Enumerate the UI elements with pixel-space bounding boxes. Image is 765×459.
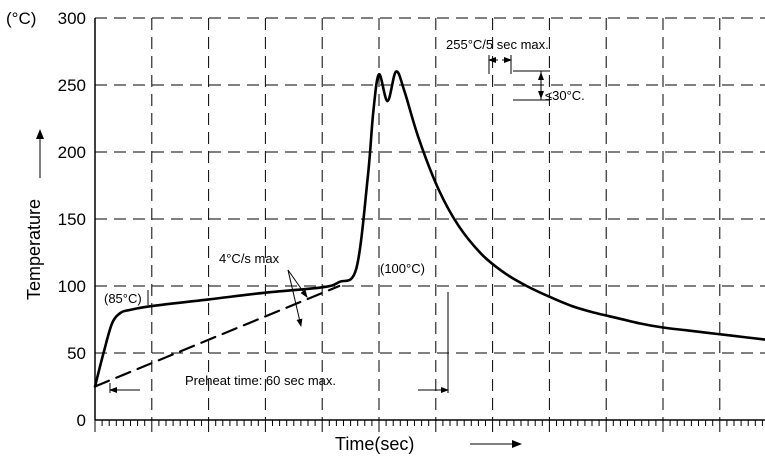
y-tick-label: 0	[77, 411, 86, 430]
y-tick-label: 250	[58, 76, 86, 95]
dashed-series-line	[93, 284, 341, 388]
y-tick-label: 300	[58, 9, 86, 28]
svg-text:255°C/5 sec max.: 255°C/5 sec max.	[446, 37, 549, 52]
y-unit-label: (°C)	[6, 9, 36, 28]
ramp-rate-pointer-dashed	[287, 269, 303, 327]
y-tick-label: 150	[58, 210, 86, 229]
annotation-peak-time: 255°C/5 sec max.	[446, 37, 549, 74]
annotation-ramp-rate: 4°C/s max	[219, 251, 308, 327]
x-axis-title: Time(sec)	[335, 434, 414, 454]
y-tick-label: 100	[58, 277, 86, 296]
svg-text:(85°C): (85°C)	[104, 291, 142, 306]
annotation-100c: (100°C)	[380, 261, 425, 276]
annotation-preheat: Preheat time: 60 sec max.	[109, 292, 449, 393]
annotation-85c: (85°C)	[104, 290, 149, 306]
svg-text:(100°C): (100°C)	[380, 261, 425, 276]
svg-text:Preheat time: 60 sec max.: Preheat time: 60 sec max.	[185, 373, 336, 388]
y-axis-title: Temperature	[24, 199, 44, 300]
y-tick-labels: 0 50 100 150 200 250 300	[58, 9, 86, 430]
annotation-peak-delta: ≤30°C.	[513, 70, 585, 103]
y-tick-label: 200	[58, 143, 86, 162]
svg-text:4°C/s max: 4°C/s max	[219, 251, 280, 266]
svg-text:≤30°C.: ≤30°C.	[545, 88, 585, 103]
x-minor-ticks	[94, 420, 763, 432]
grid-lines	[95, 17, 765, 420]
ramp-rate-pointer-solid	[287, 269, 308, 298]
temperature-profile-line	[93, 70, 765, 388]
y-tick-label: 50	[67, 344, 86, 363]
series-layer	[93, 70, 765, 388]
